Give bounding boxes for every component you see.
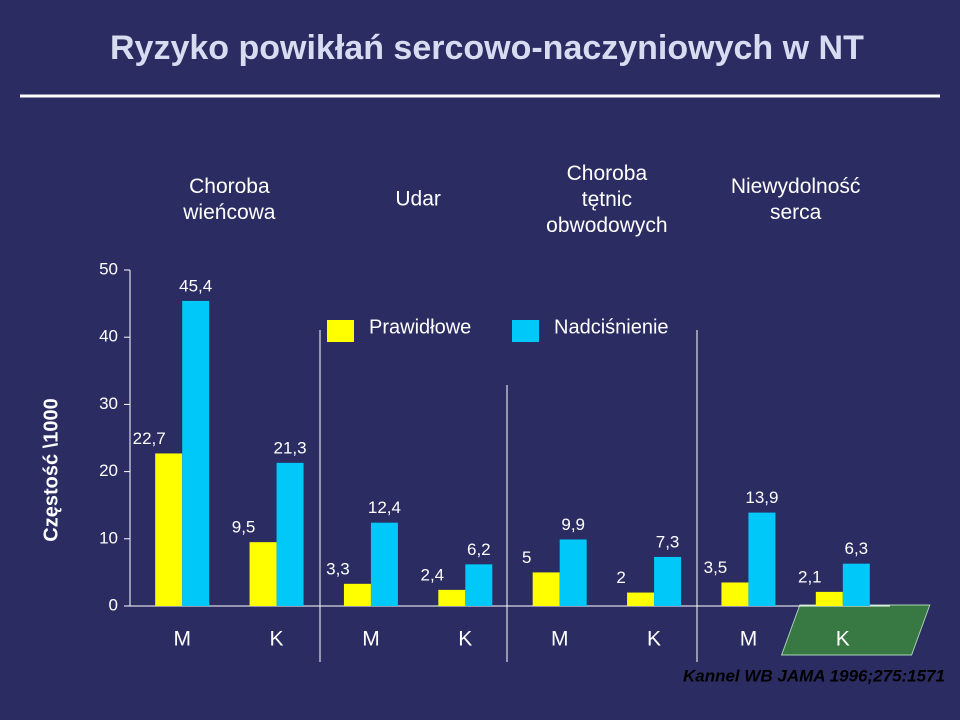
x-tick-label: K xyxy=(270,628,284,651)
x-tick-label: M xyxy=(740,628,758,651)
bar xyxy=(249,542,277,606)
value-label: 6,3 xyxy=(844,539,868,558)
bar xyxy=(155,453,183,606)
value-label: 2,1 xyxy=(798,567,822,586)
chart-title: Ryzyko powikłań sercowo-naczyniowych w N… xyxy=(110,29,864,67)
decoration xyxy=(780,604,931,656)
bar xyxy=(748,512,776,606)
bar xyxy=(276,462,304,606)
y-tick-label: 30 xyxy=(99,394,118,413)
y-tick-label: 10 xyxy=(99,528,118,547)
bar xyxy=(343,583,371,606)
value-label: 6,2 xyxy=(467,540,491,559)
value-label: 3,5 xyxy=(704,558,728,577)
group-label: Choroba wieńcowa xyxy=(182,175,276,224)
x-tick-label: K xyxy=(647,628,661,651)
x-tick-label: M xyxy=(362,628,380,651)
value-label: 3,3 xyxy=(326,559,350,578)
value-label: 5 xyxy=(522,548,531,567)
x-tick-label: K xyxy=(458,628,472,651)
value-label: 9,9 xyxy=(561,515,585,534)
group-label: Choroba tętnic obwodowych xyxy=(546,162,667,237)
bar xyxy=(559,539,587,606)
x-tick-label: K xyxy=(836,628,850,651)
bar xyxy=(721,582,749,606)
value-label: 21,3 xyxy=(274,438,307,457)
group-label: Udar xyxy=(395,188,441,211)
bar xyxy=(654,556,682,606)
value-label: 13,9 xyxy=(745,488,778,507)
value-label: 22,7 xyxy=(133,429,166,448)
y-tick-label: 20 xyxy=(99,461,118,480)
value-label: 12,4 xyxy=(368,498,401,517)
group-label: Niewydolność serca xyxy=(731,175,861,224)
legend-label: Nadciśnienie xyxy=(554,316,669,338)
bar xyxy=(182,300,210,606)
value-label: 7,3 xyxy=(656,532,680,551)
y-axis-label: Częstość \1000 xyxy=(40,398,62,541)
x-tick-label: M xyxy=(551,628,569,651)
legend-label: Prawidłowe xyxy=(369,316,471,338)
value-label: 9,5 xyxy=(232,518,256,537)
value-label: 2,4 xyxy=(420,565,444,584)
legend-swatch xyxy=(327,320,354,342)
x-tick-label: M xyxy=(173,628,191,651)
source: Kannel WB JAMA 1996;275:1571 xyxy=(683,666,945,685)
y-tick-label: 0 xyxy=(109,595,118,614)
bar xyxy=(465,564,493,606)
value-label: 2 xyxy=(616,568,625,587)
y-tick-label: 40 xyxy=(99,327,118,346)
bar xyxy=(370,522,398,606)
bar xyxy=(532,572,560,606)
value-label: 45,4 xyxy=(179,276,212,295)
bar xyxy=(438,589,466,606)
bar xyxy=(627,592,655,606)
bar xyxy=(842,563,870,606)
legend-swatch xyxy=(512,320,539,342)
bar xyxy=(815,591,843,606)
y-tick-label: 50 xyxy=(99,259,118,278)
